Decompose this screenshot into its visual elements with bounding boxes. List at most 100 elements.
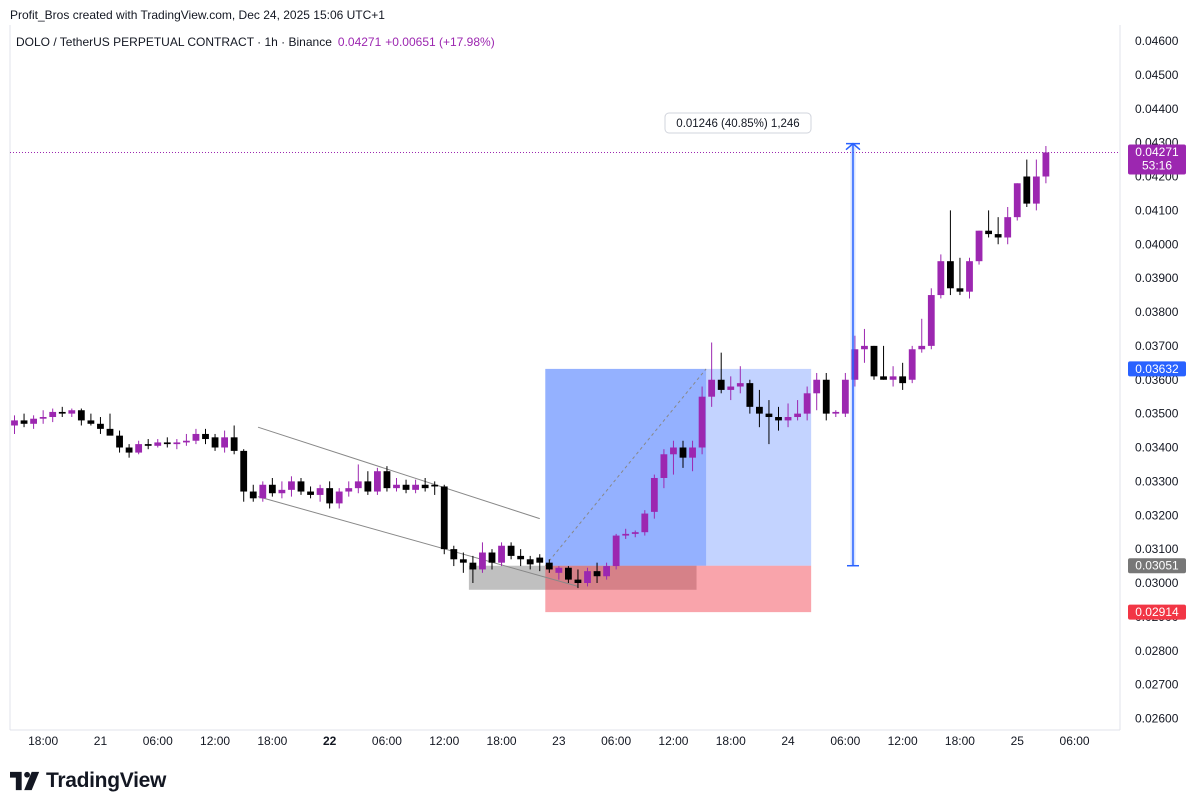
price-tag-label: 0.04271	[1135, 145, 1179, 159]
candle-body	[488, 552, 496, 563]
candle-body	[135, 444, 143, 453]
candle-body	[517, 555, 525, 560]
candle-body	[708, 379, 716, 397]
candle-body	[603, 566, 610, 577]
candle-body	[937, 261, 945, 296]
candle-body	[211, 437, 219, 448]
candle-body	[383, 471, 391, 489]
candle-body	[593, 571, 601, 577]
candle-body	[545, 562, 553, 570]
countdown-label: 53:16	[1142, 158, 1172, 172]
candle-body	[927, 295, 935, 346]
candle-body	[813, 379, 821, 394]
channel-upper-line	[257, 426, 540, 520]
candle-body	[679, 447, 687, 458]
candle-body	[326, 488, 334, 504]
candle-body	[49, 411, 57, 418]
candle-body	[163, 442, 171, 445]
x-tick-label: 18:00	[716, 734, 746, 748]
candle-body	[431, 484, 439, 487]
candle-body	[125, 447, 133, 453]
x-tick-label: 18:00	[487, 734, 517, 748]
symbol-title: DOLO / TetherUS PERPETUAL CONTRACT · 1h …	[16, 35, 332, 49]
candle-body	[1004, 217, 1012, 238]
y-tick-label: 0.03900	[1135, 271, 1179, 285]
candle-body	[1042, 152, 1050, 177]
candle-body	[908, 349, 916, 380]
y-tick-label: 0.03700	[1135, 339, 1179, 353]
x-tick-label: 25	[1011, 734, 1025, 748]
candle-body	[975, 230, 983, 262]
candle-body	[822, 379, 830, 414]
candle-body	[985, 230, 992, 235]
candle-body	[68, 410, 76, 414]
candle-body	[412, 484, 419, 490]
x-tick-label: 21	[94, 734, 108, 748]
candle-body	[421, 484, 429, 489]
candle-body	[555, 567, 563, 573]
candle-body	[202, 433, 209, 440]
candle-body	[402, 484, 410, 490]
candle-body	[746, 383, 754, 407]
candle-body	[994, 234, 1002, 238]
price-chart[interactable]: 0.046000.045000.044000.043000.042000.041…	[0, 0, 1200, 760]
candle-body	[469, 562, 477, 570]
candle-body	[689, 447, 696, 458]
candle-body	[183, 440, 190, 443]
candle-body	[374, 471, 381, 492]
measure-label: 0.01246 (40.85%) 1,246	[676, 118, 799, 130]
x-tick-label: 18:00	[945, 734, 975, 748]
candle-body	[1013, 183, 1021, 218]
long-position-path-line	[544, 368, 707, 567]
y-tick-label: 0.04000	[1135, 237, 1179, 251]
price-tag-label: 0.03051	[1135, 559, 1179, 573]
candle-body	[498, 545, 505, 563]
x-tick-label: 06:00	[830, 734, 860, 748]
candle-body	[584, 571, 591, 583]
x-tick-label: 18:00	[257, 734, 287, 748]
measure-label-box	[664, 112, 812, 134]
candle-body	[221, 437, 228, 448]
candle-body	[765, 413, 773, 418]
y-tick-label: 0.03500	[1135, 407, 1179, 421]
candle-body	[775, 417, 782, 421]
x-tick-label: 22	[323, 734, 337, 748]
price-tag-label: 0.03632	[1135, 362, 1179, 376]
candle-body	[612, 535, 620, 567]
candle-body	[526, 559, 534, 565]
y-tick-label: 0.04600	[1135, 34, 1179, 48]
candle-body	[307, 491, 314, 495]
candle-body	[794, 413, 801, 418]
price-tag-stop	[1128, 604, 1186, 620]
candle-body	[58, 411, 66, 414]
last-price-text: 0.04271	[337, 35, 382, 49]
candle-body	[316, 488, 324, 495]
candle-body	[87, 420, 95, 424]
candle-body	[641, 513, 649, 533]
candle-body	[717, 379, 725, 390]
candle-body	[11, 420, 18, 426]
y-tick-label: 0.04500	[1135, 68, 1179, 82]
candle-body	[249, 491, 257, 499]
brand-name: TradingView	[46, 769, 167, 792]
candle-body	[832, 411, 840, 414]
candle-body	[354, 481, 362, 489]
candle-body	[670, 447, 677, 455]
candle-body	[106, 428, 114, 436]
tradingview-brand[interactable]: TradingView	[10, 768, 166, 794]
symbol-header[interactable]: DOLO / TetherUS PERPETUAL CONTRACT · 1h …	[16, 35, 495, 49]
y-tick-label: 0.03400	[1135, 441, 1179, 455]
y-tick-label: 0.03300	[1135, 474, 1179, 488]
candle-body	[851, 349, 859, 380]
tradingview-logo-icon	[10, 771, 40, 791]
candle-body	[1023, 176, 1031, 204]
x-tick-label: 12:00	[200, 734, 230, 748]
candle-body	[335, 491, 343, 504]
candle-body	[536, 557, 544, 563]
candle-body	[698, 396, 706, 448]
x-tick-label: 24	[781, 734, 795, 748]
price-tag-target	[1128, 361, 1186, 377]
x-tick-label: 18:00	[28, 734, 58, 748]
candle-body	[861, 345, 868, 350]
candle-body	[192, 433, 200, 441]
